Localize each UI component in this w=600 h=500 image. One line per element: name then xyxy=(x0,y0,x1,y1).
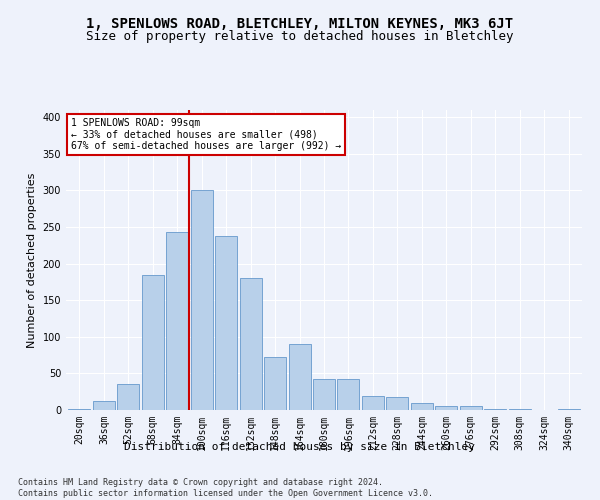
Bar xyxy=(557,408,580,410)
Bar xyxy=(484,408,506,410)
Bar xyxy=(264,358,286,410)
Bar xyxy=(93,401,115,410)
Text: 1 SPENLOWS ROAD: 99sqm
← 33% of detached houses are smaller (498)
67% of semi-de: 1 SPENLOWS ROAD: 99sqm ← 33% of detached… xyxy=(71,118,341,150)
Bar xyxy=(142,274,164,410)
Bar xyxy=(362,396,384,410)
Text: Size of property relative to detached houses in Bletchley: Size of property relative to detached ho… xyxy=(86,30,514,43)
Bar xyxy=(289,344,311,410)
Bar xyxy=(215,236,237,410)
Text: Contains HM Land Registry data © Crown copyright and database right 2024.
Contai: Contains HM Land Registry data © Crown c… xyxy=(18,478,433,498)
Text: Distribution of detached houses by size in Bletchley: Distribution of detached houses by size … xyxy=(125,442,476,452)
Bar xyxy=(460,406,482,410)
Bar xyxy=(386,397,409,410)
Bar xyxy=(239,278,262,410)
Bar xyxy=(68,408,91,410)
Text: 1, SPENLOWS ROAD, BLETCHLEY, MILTON KEYNES, MK3 6JT: 1, SPENLOWS ROAD, BLETCHLEY, MILTON KEYN… xyxy=(86,18,514,32)
Bar xyxy=(337,380,359,410)
Bar xyxy=(435,406,457,410)
Bar xyxy=(118,384,139,410)
Y-axis label: Number of detached properties: Number of detached properties xyxy=(27,172,37,348)
Bar xyxy=(411,402,433,410)
Bar xyxy=(166,232,188,410)
Bar xyxy=(191,190,213,410)
Bar xyxy=(313,380,335,410)
